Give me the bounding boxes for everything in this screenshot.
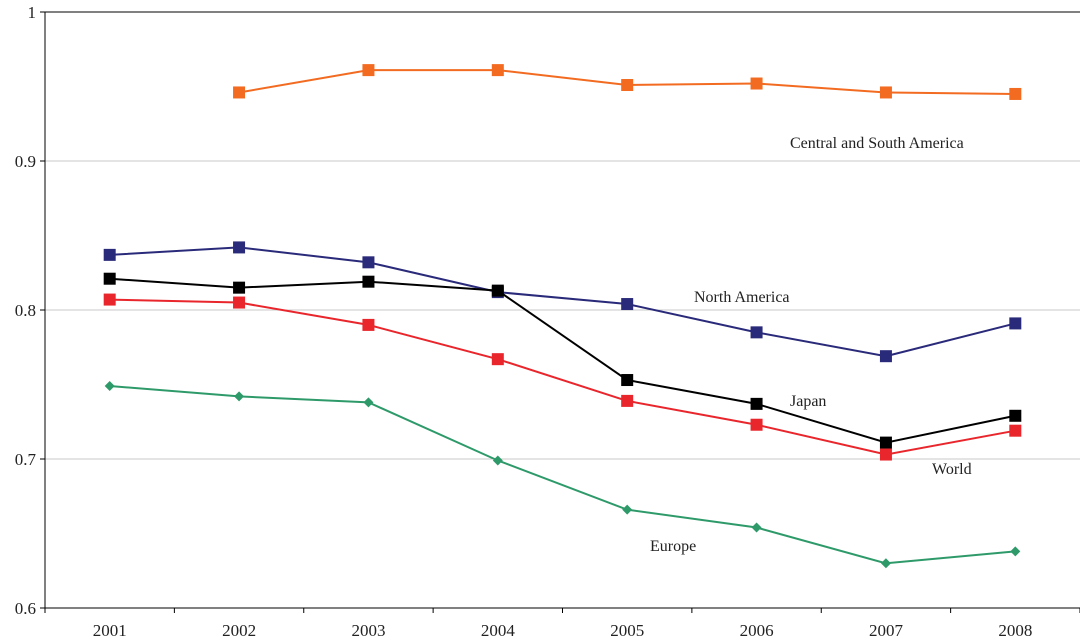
- data-point-marker: [233, 296, 246, 309]
- data-point-marker: [234, 391, 245, 402]
- data-point-marker: [104, 380, 115, 391]
- y-tick-label: 0.9: [15, 152, 36, 171]
- data-point-marker: [622, 504, 633, 515]
- data-point-marker: [491, 353, 504, 366]
- x-tick-label: 2001: [93, 621, 127, 640]
- data-point-marker: [103, 272, 116, 285]
- data-point-marker: [103, 248, 116, 261]
- series-label: World: [932, 461, 972, 478]
- data-point-marker: [362, 275, 375, 288]
- series-europe: [104, 380, 1021, 569]
- y-tick-label: 1: [28, 3, 37, 22]
- data-point-marker: [103, 293, 116, 306]
- data-point-marker: [751, 522, 762, 533]
- series-label: Japan: [790, 393, 826, 410]
- data-point-marker: [621, 394, 634, 407]
- data-point-marker: [233, 281, 246, 294]
- x-tick-label: 2002: [222, 621, 256, 640]
- series-group: [103, 64, 1022, 569]
- data-point-marker: [233, 86, 246, 99]
- data-point-marker: [750, 397, 763, 410]
- data-point-marker: [621, 298, 634, 311]
- series-labels: Central and South America North America Ja…: [650, 135, 972, 555]
- x-axis-ticks: 2001 2002 2003 2004 2005 2006 2007 2008: [44, 608, 1080, 640]
- data-point-marker: [1009, 424, 1022, 437]
- x-tick-label: 2004: [481, 621, 516, 640]
- data-point-marker: [879, 436, 892, 449]
- data-point-marker: [1009, 409, 1022, 422]
- x-tick-label: 2008: [998, 621, 1032, 640]
- data-point-marker: [491, 284, 504, 297]
- y-tick-label: 0.6: [15, 599, 36, 618]
- data-point-marker: [362, 256, 375, 269]
- series-world: [103, 293, 1022, 461]
- data-point-marker: [750, 326, 763, 339]
- data-point-marker: [750, 418, 763, 431]
- y-tick-label: 0.7: [15, 450, 37, 469]
- data-point-marker: [750, 77, 763, 90]
- data-point-marker: [621, 374, 634, 387]
- x-tick-label: 2005: [610, 621, 644, 640]
- data-point-marker: [363, 397, 374, 408]
- y-tick-label: 0.8: [15, 301, 36, 320]
- data-point-marker: [879, 86, 892, 99]
- series-line: [109, 277, 1016, 444]
- data-point-marker: [362, 64, 375, 77]
- series-line: [109, 384, 1016, 565]
- x-tick-label: 2003: [351, 621, 385, 640]
- series-line: [109, 298, 1016, 456]
- data-point-marker: [621, 79, 634, 92]
- data-point-marker: [362, 318, 375, 331]
- series-line: [109, 246, 1016, 358]
- data-point-marker: [879, 350, 892, 363]
- series-central-and-south-america: [233, 64, 1022, 100]
- data-point-marker: [879, 448, 892, 461]
- x-tick-label: 2006: [740, 621, 774, 640]
- series-japan: [103, 272, 1022, 449]
- data-point-marker: [491, 64, 504, 77]
- y-axis-ticks: 0.6 0.7 0.8 0.9 1: [15, 3, 45, 618]
- data-point-marker: [1009, 317, 1022, 330]
- data-point-marker: [233, 241, 246, 254]
- data-point-marker: [1010, 546, 1021, 557]
- data-point-marker: [880, 558, 891, 569]
- data-point-marker: [1009, 87, 1022, 100]
- series-label: Central and South America: [790, 135, 964, 152]
- x-tick-label: 2007: [869, 621, 904, 640]
- gridlines: [45, 160, 1080, 460]
- series-label: North America: [694, 289, 790, 306]
- series-label: Europe: [650, 538, 696, 555]
- data-point-marker: [492, 455, 503, 466]
